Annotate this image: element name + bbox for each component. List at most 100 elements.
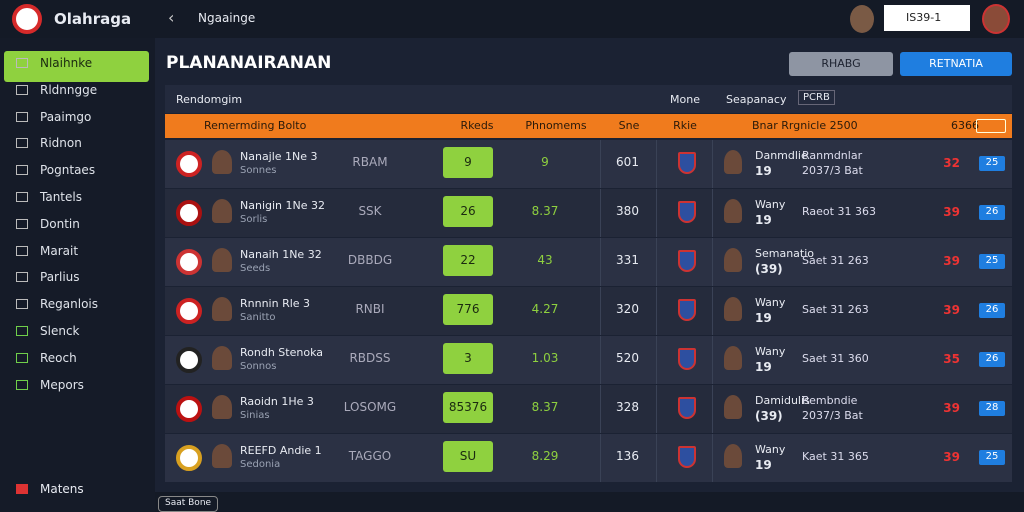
score-badge: 85376 — [443, 392, 493, 423]
row — [165, 140, 1012, 188]
right-num: 19 — [755, 213, 772, 227]
footer-chip[interactable]: Saat Bone — [158, 496, 219, 512]
num: 601 — [616, 155, 639, 169]
code: RBAM — [352, 155, 388, 169]
button[interactable]: RETNATIA — [900, 52, 1012, 76]
player-name[interactable]: Rnnnin Rle 3 — [240, 297, 311, 310]
col-sep — [600, 385, 601, 433]
right-avatar — [724, 150, 742, 174]
player-name[interactable]: REEFD Andie 1 — [240, 444, 322, 457]
col-sep — [656, 336, 657, 384]
team-crest — [176, 347, 202, 373]
value: 4.27 — [531, 302, 559, 316]
red-num: 39 — [943, 205, 960, 219]
detail: Saet 31 263 — [802, 254, 869, 267]
blue-badge[interactable]: 26 — [979, 205, 1005, 220]
nav-item[interactable]: Ridnon — [40, 136, 82, 151]
code: LOSOMG — [343, 400, 397, 414]
right-num: (39) — [755, 409, 783, 423]
col-sep — [600, 140, 601, 188]
blue-badge[interactable]: 25 — [979, 156, 1005, 171]
highlight-cell: Rkeds — [460, 119, 494, 132]
crest-shield — [678, 201, 696, 223]
player-sub: Sorlis — [240, 214, 268, 225]
blue-badge[interactable]: 26 — [979, 352, 1005, 367]
num: 320 — [616, 302, 639, 316]
team-crest — [176, 200, 202, 226]
detail: Raeot 31 363 — [802, 205, 876, 218]
player-sub: Seeds — [240, 263, 271, 274]
nav-item[interactable]: Slenck — [40, 324, 80, 338]
row — [165, 336, 1012, 384]
value: 8.29 — [531, 449, 559, 463]
highlight-cell: Sne — [618, 119, 640, 132]
right-name: Wany — [755, 443, 786, 456]
player-avatar — [212, 444, 232, 468]
back-button[interactable]: ‹ — [168, 8, 175, 27]
nav-item[interactable]: Nlaihnke — [40, 56, 93, 70]
nav-item[interactable]: Mepors — [40, 377, 84, 392]
value: 1.03 — [531, 351, 559, 365]
player-name[interactable]: Nanajle 1Ne 3 — [240, 150, 318, 163]
score-badge: 22 — [443, 245, 493, 276]
player-avatar — [212, 297, 232, 321]
player-name[interactable]: Nanigin 1Ne 32 — [240, 199, 325, 212]
blue-badge[interactable]: 25 — [979, 254, 1005, 269]
score-badge: SU — [443, 441, 493, 472]
nav-item[interactable]: Dontin — [40, 216, 80, 231]
col-sep — [600, 238, 601, 286]
crest-shield — [678, 299, 696, 321]
right-name: Semanatio — [755, 247, 815, 260]
col-sep — [712, 238, 713, 286]
detail: 2037/3 Bat — [802, 409, 863, 422]
nav-footer[interactable]: Matens — [40, 482, 84, 496]
nav-icon — [16, 352, 28, 363]
highlight-cell: Phnomems — [525, 119, 587, 132]
row — [165, 434, 1012, 482]
highlight-cell: 6366 — [951, 119, 979, 132]
player-avatar — [212, 248, 232, 272]
blue-badge[interactable]: 26 — [979, 303, 1005, 318]
col-sep — [656, 287, 657, 335]
player-sub: Sinias — [240, 410, 270, 421]
row — [165, 385, 1012, 433]
score-badge: 3 — [443, 343, 493, 374]
nav-item[interactable]: Reoch — [40, 350, 77, 365]
team-crest — [176, 298, 202, 324]
blue-badge[interactable]: 28 — [979, 401, 1005, 416]
player-sub: Sonnos — [240, 361, 277, 372]
nav-item[interactable]: Marait — [40, 243, 79, 258]
red-num: 39 — [943, 450, 960, 464]
detail: Saet 31 360 — [802, 352, 869, 365]
nav-item[interactable]: Parlius — [40, 270, 80, 285]
blue-badge[interactable]: 25 — [979, 450, 1005, 465]
col-sep — [656, 189, 657, 237]
footer-bar — [155, 492, 1024, 512]
button[interactable]: RHABG — [789, 52, 893, 76]
crest-shield — [678, 446, 696, 468]
nav-item[interactable]: Pogntaes — [40, 163, 96, 178]
nav-icon — [16, 192, 28, 202]
player-name[interactable]: Rondh Stenoka — [240, 346, 323, 359]
sidebar — [0, 38, 155, 512]
row — [165, 189, 1012, 237]
player-name[interactable]: Nanaih 1Ne 32 — [240, 248, 322, 261]
player-avatar — [212, 395, 232, 419]
nav-icon — [16, 165, 28, 176]
nav-icon — [16, 299, 28, 310]
highlight-chip — [976, 119, 1006, 133]
right-num: 19 — [755, 360, 772, 374]
nav-item[interactable]: Tantels — [40, 190, 82, 204]
detail: 2037/3 Bat — [802, 164, 863, 177]
nav-icon — [16, 58, 28, 68]
code: TAGGO — [348, 449, 392, 463]
nav-item[interactable]: Paaimgo — [40, 109, 92, 124]
nav-item[interactable]: Reganlois — [40, 297, 99, 312]
player-name[interactable]: Raoidn 1He 3 — [240, 395, 314, 408]
code: RNBI — [355, 302, 385, 316]
search-box[interactable]: IS39-1 — [884, 5, 970, 31]
code: SSK — [358, 204, 382, 218]
user-avatar[interactable] — [982, 4, 1010, 34]
value: 8.37 — [531, 400, 559, 414]
nav-item[interactable]: Rldnngge — [40, 82, 98, 97]
